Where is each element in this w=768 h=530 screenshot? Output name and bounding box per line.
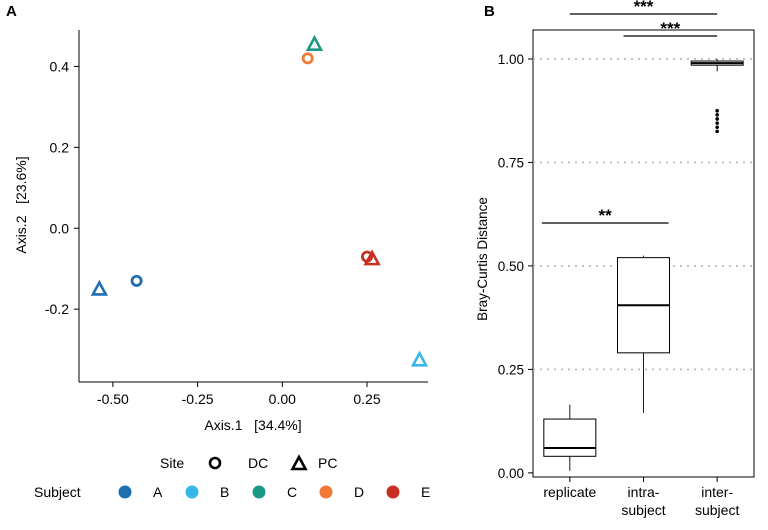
legend-pc-triangle xyxy=(290,454,308,471)
legend-subject-a-swatch xyxy=(118,485,132,499)
panel-b-x-tick-label: replicate xyxy=(543,484,596,500)
legend-subject-c-label: C xyxy=(287,484,297,500)
panel-b-y-tick-label: 0.00 xyxy=(498,466,524,481)
legend-subject-a-label: A xyxy=(153,484,163,500)
legend-pc-label: PC xyxy=(318,455,337,471)
panel-a-axes: -0.50 -0.25 0.00 0.25 -0.2 0.0 0.2 0.4 xyxy=(45,30,428,407)
legend-subject-b-label: B xyxy=(220,484,229,500)
legend-subject-title: Subject xyxy=(34,484,81,500)
significance-label: *** xyxy=(634,0,654,16)
panel-b-y-tick-label: 0.75 xyxy=(498,155,524,170)
point-a-pc xyxy=(90,279,109,296)
legend-dc-circle xyxy=(208,456,222,470)
legend-subject-e-swatch xyxy=(386,485,400,499)
legend-subject: Subject A B C D E xyxy=(34,484,430,500)
panel-b-ylabel: Bray-Curtis Distance xyxy=(475,197,490,321)
panel-a-y-tick-label: 0.0 xyxy=(50,220,70,236)
panel-a-x-tick-label: -0.50 xyxy=(97,391,129,407)
panel-b-x-tick-label: inter- xyxy=(701,484,733,500)
legend-subject-c-swatch xyxy=(252,485,266,499)
significance-label: *** xyxy=(660,19,680,38)
box-inter-subject-outlier xyxy=(715,113,719,117)
point-d-dc xyxy=(301,52,314,65)
box-inter-subject-outlier xyxy=(715,129,719,134)
panel-b-label: B xyxy=(484,3,495,20)
panel-b-x-tick-label: subject xyxy=(695,502,739,518)
legend-site-title: Site xyxy=(160,455,184,471)
panel-a-points xyxy=(90,34,429,367)
panel-b-x-tick-label: intra- xyxy=(628,484,660,500)
panel-a-label: A xyxy=(6,3,17,20)
box-replicate-iqr xyxy=(543,418,597,457)
panel-a-y-tick-label: -0.2 xyxy=(45,301,69,317)
box-inter-subject-outlier xyxy=(715,125,719,130)
panel-b-plot: 0.00 0.25 0.50 0.75 1.00 replicate intra-subje… xyxy=(498,0,755,518)
significance-label: ** xyxy=(599,206,613,225)
panel-a-x-tick-label: 0.00 xyxy=(269,391,296,407)
point-b-pc xyxy=(410,350,429,367)
box-inter-subject-outlier xyxy=(715,117,719,121)
panel-a-ylabel: Axis.2 [23.6%] xyxy=(13,156,29,253)
legend-site: Site DC PC xyxy=(160,454,337,471)
point-a-dc xyxy=(130,274,143,287)
panel-b-y-tick-label: 0.50 xyxy=(498,259,524,274)
legend-dc-label: DC xyxy=(248,455,268,471)
panel-a-xlabel: Axis.1 [34.4%] xyxy=(204,417,301,433)
box-inter-subject-outlier xyxy=(715,121,719,125)
panel-a-y-tick-label: 0.2 xyxy=(50,139,70,155)
panel-a-x-tick-label: 0.25 xyxy=(353,391,380,407)
legend-subject-d-label: D xyxy=(354,484,364,500)
point-c-pc xyxy=(305,34,324,51)
panel-b-y-tick-label: 0.25 xyxy=(498,362,524,377)
panel-a-x-tick-label: -0.25 xyxy=(182,391,214,407)
legend-subject-d-swatch xyxy=(319,485,333,499)
panel-b-y-tick-label: 1.00 xyxy=(498,52,524,67)
point-e-pc xyxy=(363,249,381,266)
legend-subject-e-label: E xyxy=(421,484,430,500)
panel-a-y-tick-label: 0.4 xyxy=(50,58,70,74)
legend-subject-b-swatch xyxy=(185,485,199,499)
panel-b-x-tick-label: subject xyxy=(621,502,665,518)
box-inter-subject-outlier xyxy=(715,108,719,113)
